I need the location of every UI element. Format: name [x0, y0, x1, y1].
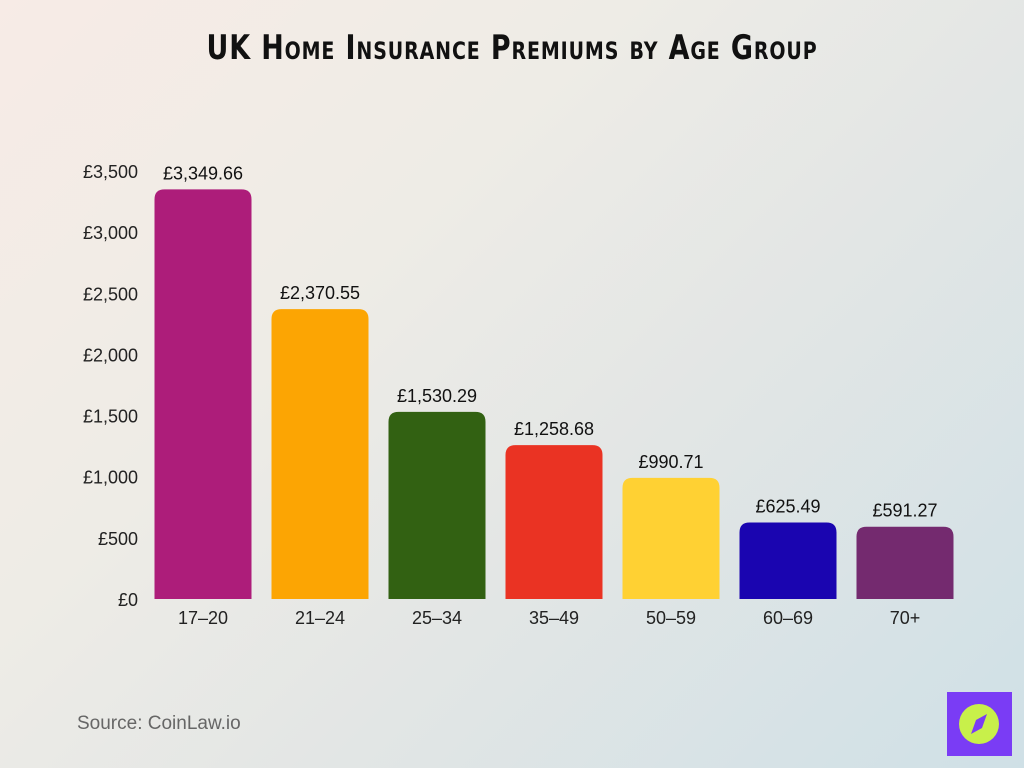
x-tick-label: 60–69 [763, 608, 813, 628]
y-tick-label: £1,500 [83, 407, 138, 427]
data-label: £990.71 [638, 452, 703, 472]
chart-title: UK Home Insurance Premiums by Age Group [206, 28, 818, 68]
y-tick-label: £3,500 [83, 162, 138, 182]
y-tick-label: £0 [118, 590, 138, 610]
x-tick-label: 50–59 [646, 608, 696, 628]
bar [154, 189, 252, 599]
x-tick-label: 25–34 [412, 608, 462, 628]
bar [271, 309, 369, 599]
data-label: £2,370.55 [280, 283, 360, 303]
x-tick-label: 35–49 [529, 608, 579, 628]
x-tick-label: 70+ [890, 608, 921, 628]
x-tick-label: 21–24 [295, 608, 345, 628]
bar [622, 477, 720, 599]
y-tick-label: £500 [98, 529, 138, 549]
bar [739, 522, 837, 599]
y-tick-label: £2,500 [83, 284, 138, 304]
brand-logo [947, 692, 1012, 756]
data-label: £1,530.29 [397, 386, 477, 406]
y-tick-label: £1,000 [83, 468, 138, 488]
bar [856, 526, 954, 599]
x-tick-label: 17–20 [178, 608, 228, 628]
data-label: £3,349.66 [163, 163, 243, 183]
y-tick-label: £2,000 [83, 345, 138, 365]
compass-icon [959, 704, 999, 744]
data-label: £591.27 [872, 501, 937, 521]
data-label: £1,258.68 [514, 419, 594, 439]
source-text: Source: CoinLaw.io [77, 713, 241, 734]
bar [505, 445, 603, 599]
y-tick-label: £3,000 [83, 223, 138, 243]
bar [388, 411, 486, 599]
data-label: £625.49 [755, 497, 820, 517]
